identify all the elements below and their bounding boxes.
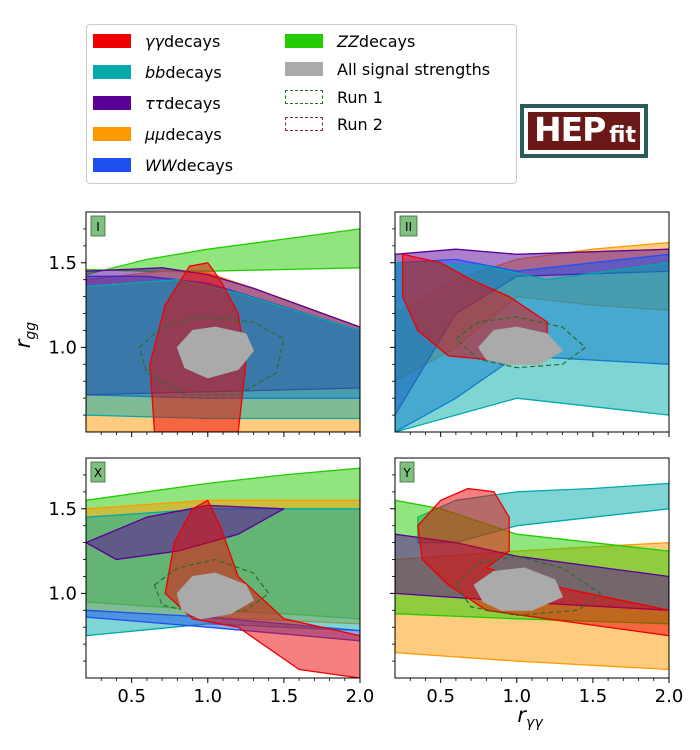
region-run1-Y	[455, 555, 602, 617]
legend-swatch-zz	[285, 34, 323, 48]
logo-main-text: HEP	[534, 110, 606, 149]
x-tick-label: 0.5	[426, 686, 455, 707]
logo-sub-text: fit	[609, 123, 636, 148]
legend-swatch-mm	[93, 127, 131, 141]
legend-label-run2: Run 2	[337, 114, 383, 134]
region-run1-X	[153, 558, 270, 615]
panel-II-regions	[395, 212, 669, 432]
legend-swatch-run1	[285, 90, 323, 104]
legend-item-run1: Run 1	[285, 86, 383, 108]
region-run1-II	[454, 316, 587, 369]
x-tick-label: 2.0	[346, 686, 375, 707]
region-run1-I	[138, 316, 285, 396]
legend-math-bb: bb	[145, 62, 166, 82]
y-axis-title: rgg	[11, 322, 39, 349]
panel-tag-label: X	[94, 466, 102, 480]
x-tick-label: 0.5	[117, 686, 146, 707]
legend-item-gg: γγ decays	[93, 30, 220, 52]
panel-tag-box	[399, 215, 418, 237]
legend-swatch-bb	[93, 65, 131, 79]
x-tick-label: 2.0	[655, 686, 684, 707]
panel-tag-label: I	[96, 220, 100, 234]
y-tick-label: 1.0	[48, 337, 77, 358]
region-all-II	[478, 326, 564, 365]
legend-item-tt: ττ decays	[93, 92, 221, 114]
legend-item-zz: ZZ decays	[285, 30, 415, 52]
x-tick-label: 1.5	[270, 686, 299, 707]
legend-math-ww: WW	[145, 155, 177, 175]
x-tick-label: 1.0	[193, 686, 222, 707]
hepfit-logo: HEP fit	[520, 104, 648, 158]
region-all-Y	[473, 567, 564, 611]
x-axis-title: rγγ	[517, 703, 543, 731]
legend-math-zz: ZZ	[337, 31, 359, 51]
legend-swatch-tt	[93, 96, 131, 110]
legend-math-mm: μμ	[145, 124, 166, 144]
legend-label-run1: Run 1	[337, 87, 383, 107]
panel-tag-box	[90, 215, 106, 237]
region-all-X	[176, 572, 255, 620]
region-all-I	[176, 326, 254, 379]
y-tick-label: 1.5	[48, 499, 77, 520]
legend-label-zz: decays	[358, 31, 416, 51]
y-tick-label: 1.0	[48, 583, 77, 604]
legend-label-gg: decays	[163, 31, 221, 51]
legend-swatch-all	[285, 62, 323, 76]
x-tick-label: 1.0	[502, 686, 531, 707]
region-gg-X	[164, 499, 360, 678]
legend-item-run2: Run 2	[285, 113, 383, 135]
legend-item-bb: bb decays	[93, 61, 222, 83]
legend-swatch-run2	[285, 117, 323, 131]
legend-label-tt: decays	[164, 93, 221, 113]
x-tick-label: 1.5	[579, 686, 608, 707]
panel-tag-box	[90, 461, 106, 483]
legend-math-tt: ττ	[145, 93, 165, 113]
legend-label-ww: decays	[176, 155, 234, 175]
panel-Y-regions	[395, 458, 669, 678]
legend-item-all: All signal strengths	[285, 58, 490, 80]
legend-label-mm: decays	[165, 124, 222, 144]
legend-swatch-ww	[93, 158, 131, 172]
panel-I-regions	[86, 212, 360, 432]
logo-background: HEP fit	[528, 110, 640, 150]
panel-tag-box	[399, 461, 415, 483]
legend-label-bb: decays	[165, 62, 222, 82]
legend-label-all: All signal strengths	[337, 59, 491, 79]
y-tick-label: 1.5	[48, 253, 77, 274]
legend: γγ decays bb decays ττ decays μμ decays WW d…	[86, 24, 517, 184]
panel-tag-label: Y	[402, 466, 411, 480]
panel-tag-label: II	[405, 220, 412, 234]
legend-item-mm: μμ decays	[93, 123, 222, 145]
legend-swatch-gg	[93, 34, 131, 48]
legend-item-ww: WW decays	[93, 154, 233, 176]
legend-math-gg: γγ	[145, 31, 164, 51]
panel-X-regions	[86, 458, 360, 678]
